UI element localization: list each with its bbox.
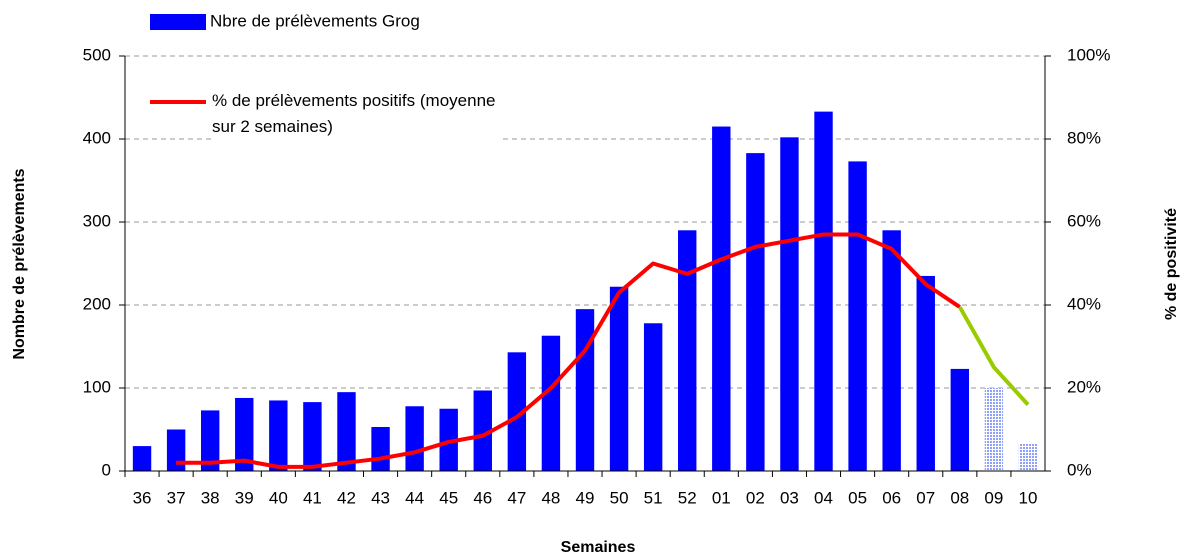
x-tick-label: 46 [473, 488, 492, 507]
x-tick-label: 51 [644, 488, 663, 507]
bar [269, 400, 288, 471]
x-axis-title: Semaines [561, 539, 636, 556]
y2-tick-label: 80% [1067, 128, 1101, 147]
x-tick-label: 44 [405, 488, 424, 507]
bar [132, 446, 152, 471]
x-tick-label: 50 [610, 488, 629, 507]
x-tick-label: 03 [780, 488, 799, 507]
x-tick-label: 42 [337, 488, 356, 507]
bar [950, 368, 970, 471]
x-tick-label: 52 [678, 488, 697, 507]
bar [916, 275, 935, 471]
x-tick-label: 04 [814, 488, 833, 507]
bar [541, 335, 561, 471]
bar [814, 111, 833, 472]
x-tick-label: 48 [541, 488, 560, 507]
legend-box: % de prélèvements positifs (moyenne sur … [212, 88, 502, 140]
bar [507, 352, 527, 471]
x-tick-label: 39 [235, 488, 254, 507]
bar [848, 161, 867, 471]
line [958, 306, 1030, 406]
bar [166, 429, 186, 471]
y2-tick-label: 40% [1067, 294, 1101, 313]
bar [609, 286, 629, 471]
y-tick-label: 100 [83, 377, 111, 396]
marks [132, 111, 1038, 472]
x-tick-label: 40 [269, 488, 288, 507]
y2-tick-label: 20% [1067, 377, 1101, 396]
bar [643, 323, 663, 471]
x-tick-label: 02 [746, 488, 765, 507]
bar [882, 230, 901, 471]
x-tick-label: 49 [576, 488, 595, 507]
legend: Nbre de prélèvements Grog % de prélèvemen… [145, 11, 502, 140]
bar [200, 410, 220, 471]
y-tick-label: 200 [83, 294, 111, 313]
x-tick-label: 01 [712, 488, 731, 507]
y2-tick-label: 60% [1067, 211, 1101, 230]
bar [371, 427, 390, 471]
legend-label: % de prélèvements positifs (moyenne sur … [212, 88, 502, 140]
bar [746, 153, 765, 472]
y2-tick-label: 0% [1067, 460, 1092, 479]
x-tick-label: 06 [882, 488, 901, 507]
bar [405, 406, 424, 471]
bar [780, 137, 799, 471]
x-tick-label: 47 [507, 488, 526, 507]
x-tick-label: 08 [950, 488, 969, 507]
bar [712, 126, 731, 472]
bar [337, 392, 356, 471]
bar [235, 397, 254, 471]
x-tick-label: 07 [916, 488, 935, 507]
x-tick-label: 38 [201, 488, 220, 507]
x-tick-label: 36 [133, 488, 152, 507]
bar [984, 388, 1004, 471]
x-tick-label: 43 [371, 488, 390, 507]
bar [678, 230, 697, 471]
x-tick-label: 37 [167, 488, 186, 507]
y2-tick-label: 100% [1067, 45, 1110, 64]
bar [575, 309, 595, 471]
legend-swatch [150, 14, 206, 30]
y-axis-title: Nombre de prélèvements [11, 168, 28, 359]
x-tick-label: 45 [439, 488, 458, 507]
line [176, 232, 961, 469]
x-tick-label: 41 [303, 488, 322, 507]
x-tick-label: 10 [1019, 488, 1038, 507]
y-tick-label: 500 [83, 45, 111, 64]
x-tick-label: 09 [984, 488, 1003, 507]
legend-label: Nbre de prélèvements Grog [210, 11, 420, 30]
y2-axis-title: % de positivité [1163, 208, 1180, 320]
y-tick-label: 400 [83, 128, 111, 147]
y-tick-label: 300 [83, 211, 111, 230]
bar [439, 408, 458, 471]
bar [303, 402, 322, 471]
bar [1018, 443, 1038, 471]
y-tick-label: 0 [102, 460, 111, 479]
axes: 0 100 200 300 400 500 0% 20% 40% 60% 80% 100% 36 37 38… [83, 45, 1111, 507]
bar [473, 390, 492, 471]
x-tick-label: 05 [848, 488, 867, 507]
